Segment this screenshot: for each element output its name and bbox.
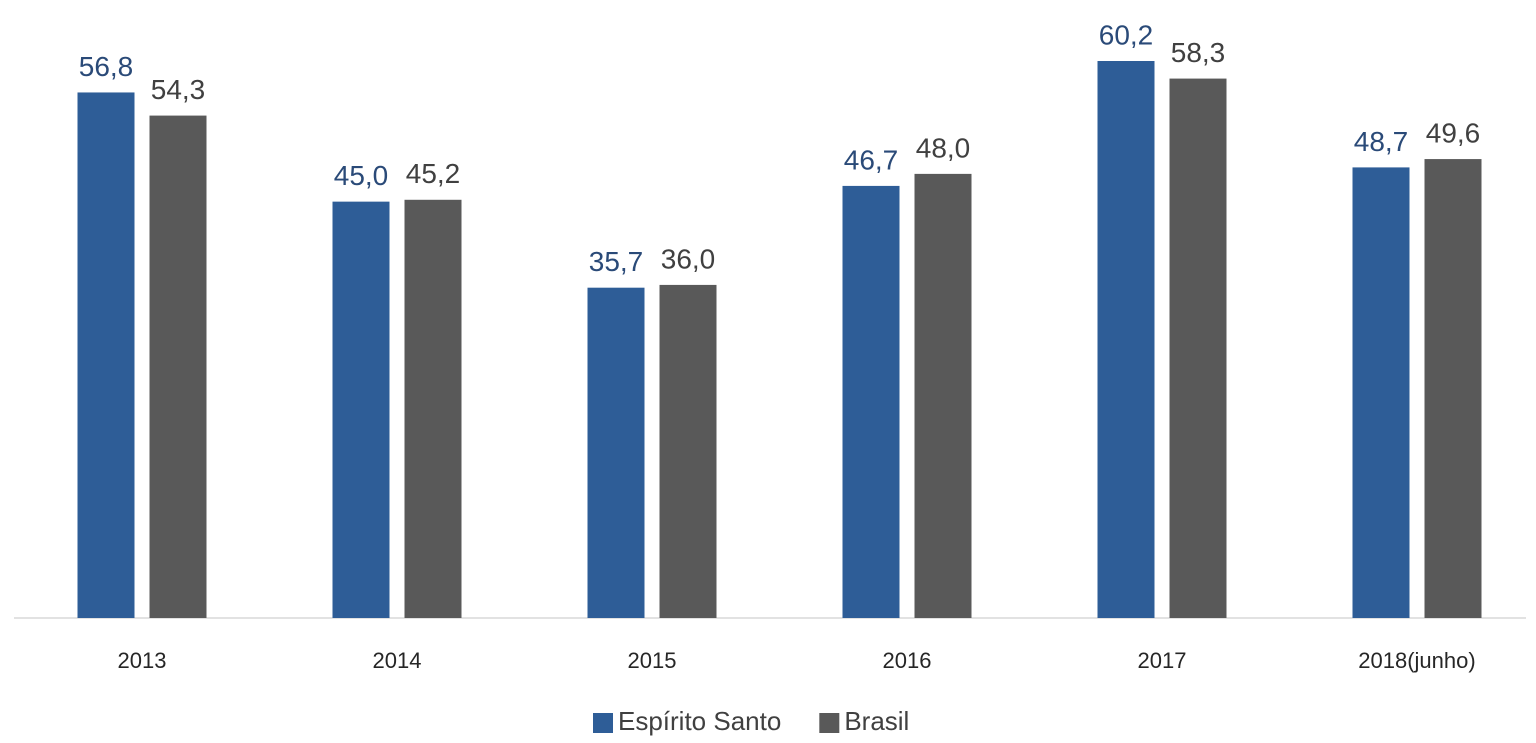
x-tick-label: 2015 [628, 648, 677, 673]
legend-label: Brasil [844, 706, 909, 736]
legend-label: Espírito Santo [618, 706, 781, 736]
bar [1352, 167, 1410, 618]
legend-swatch [593, 713, 613, 733]
value-label: 54,3 [151, 74, 206, 105]
value-label: 36,0 [661, 243, 716, 274]
bar [1097, 61, 1155, 618]
bar [914, 173, 972, 618]
bar [404, 199, 462, 619]
value-label: 49,6 [1426, 117, 1481, 148]
value-label: 46,7 [844, 144, 899, 175]
value-label: 58,3 [1171, 37, 1226, 68]
value-label: 60,2 [1099, 19, 1154, 50]
bar [77, 92, 135, 618]
bar [842, 185, 900, 618]
x-tick-label: 2013 [118, 648, 167, 673]
bar [149, 115, 207, 619]
value-label: 48,0 [916, 132, 971, 163]
bar [1169, 78, 1227, 619]
bar [587, 287, 645, 618]
bar [1424, 159, 1482, 618]
legend-swatch [819, 713, 840, 733]
bar [659, 284, 717, 618]
x-tick-label: 2018(junho) [1358, 648, 1475, 673]
x-tick-label: 2017 [1138, 648, 1187, 673]
value-label: 56,8 [79, 51, 134, 82]
value-label: 35,7 [589, 246, 644, 277]
x-tick-label: 2016 [883, 648, 932, 673]
value-label: 48,7 [1354, 126, 1409, 157]
value-label: 45,2 [406, 158, 461, 189]
x-tick-label: 2014 [373, 648, 422, 673]
value-label: 45,0 [334, 160, 389, 191]
bar [332, 201, 390, 618]
